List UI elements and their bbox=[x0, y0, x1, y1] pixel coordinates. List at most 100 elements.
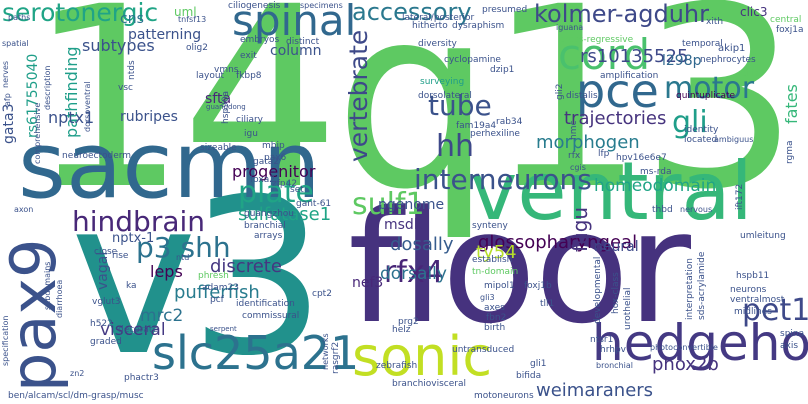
word: nptx1 bbox=[48, 108, 95, 127]
word: hspb11 bbox=[736, 271, 770, 281]
word: hindbrain bbox=[72, 205, 206, 238]
word: cyclopamine bbox=[444, 55, 501, 65]
word: afp bbox=[3, 93, 12, 106]
word: set bbox=[290, 185, 304, 195]
word: serpent bbox=[210, 325, 237, 333]
word: motoneurons bbox=[474, 391, 534, 401]
word: ntd bbox=[176, 253, 190, 262]
word: distalis bbox=[566, 91, 598, 101]
word: cilia bbox=[742, 69, 760, 79]
word: morphogen bbox=[536, 132, 640, 153]
word: rubripes bbox=[120, 109, 178, 125]
word: gata3 bbox=[1, 103, 17, 144]
word: hpv16e6e7 bbox=[616, 153, 667, 163]
word: helz bbox=[392, 325, 411, 335]
word: guangdong bbox=[206, 103, 246, 111]
word: rab34 bbox=[496, 117, 523, 127]
word: distinct bbox=[286, 37, 320, 47]
word: pet1 bbox=[742, 293, 808, 328]
word: subtypes bbox=[82, 36, 155, 55]
word: plate bbox=[238, 175, 314, 210]
word: networks bbox=[321, 333, 330, 370]
word: bifida bbox=[516, 371, 542, 381]
word: phresh bbox=[198, 271, 229, 281]
word: l298p bbox=[662, 53, 702, 69]
word: lfp bbox=[598, 149, 610, 159]
word: birth bbox=[484, 323, 506, 333]
word: vsc bbox=[118, 83, 133, 93]
word: sds-acrylamide bbox=[697, 251, 707, 320]
word: temporal bbox=[682, 39, 723, 49]
word: rs10135525 bbox=[580, 46, 689, 67]
word: zn2 bbox=[70, 369, 85, 378]
word: gant-61 bbox=[296, 199, 332, 209]
word: axes bbox=[484, 303, 505, 313]
word: fates bbox=[782, 84, 801, 124]
word: sacmn bbox=[18, 112, 321, 219]
word: msdk bbox=[384, 217, 422, 233]
word: vertebrate bbox=[344, 29, 373, 162]
word: gli bbox=[672, 105, 708, 140]
word: sulfatase1 bbox=[238, 204, 332, 225]
word: phox2b bbox=[652, 354, 719, 375]
word: fbn2 bbox=[486, 313, 507, 323]
word: rgma bbox=[785, 140, 795, 164]
word: located bbox=[684, 135, 718, 145]
word: tube bbox=[428, 89, 492, 122]
word: akip1 bbox=[718, 43, 746, 54]
word: ventralmost bbox=[730, 295, 785, 305]
word: dzip1 bbox=[490, 65, 515, 75]
word: discrete bbox=[210, 256, 282, 277]
word: column bbox=[270, 43, 322, 59]
word: uml bbox=[174, 5, 197, 19]
word: ciliogenesis bbox=[228, 1, 281, 11]
word: branchiovisceral bbox=[392, 379, 467, 389]
word: identity bbox=[684, 125, 719, 135]
word: tnfsf13 bbox=[178, 15, 207, 24]
word: pce bbox=[576, 64, 659, 118]
word: v3 bbox=[70, 152, 326, 403]
word: spina bbox=[780, 329, 805, 339]
word: central bbox=[770, 15, 802, 25]
word: pgenome bbox=[378, 197, 445, 213]
word: untransduced bbox=[452, 345, 515, 355]
word: surveying bbox=[420, 77, 465, 87]
word: rise bbox=[112, 251, 129, 261]
word: ben/alcam/scl/dm-grasp/musc bbox=[8, 391, 144, 401]
word: establish bbox=[472, 255, 513, 265]
word: cord bbox=[558, 30, 650, 79]
word: ntds bbox=[127, 60, 137, 80]
word: umleitung bbox=[740, 231, 786, 241]
word: sfta bbox=[205, 91, 232, 107]
word: arrays bbox=[254, 231, 283, 241]
word: accessory bbox=[352, 0, 472, 26]
word: gli1 bbox=[530, 359, 547, 369]
word: perhexiline bbox=[470, 129, 520, 139]
word: diversity bbox=[418, 39, 457, 49]
word: interneurons bbox=[414, 163, 592, 196]
word: neural bbox=[594, 239, 639, 255]
word: rfx bbox=[568, 151, 581, 161]
word: tn-domain bbox=[472, 267, 519, 277]
word: layout bbox=[196, 71, 225, 81]
word: sizeable bbox=[200, 143, 237, 153]
word: iguana bbox=[556, 23, 584, 32]
word: zebrafish bbox=[376, 361, 418, 371]
word: dorsolateral bbox=[418, 91, 472, 101]
word: h522 bbox=[90, 319, 113, 329]
word: nervous bbox=[680, 205, 713, 214]
word: tll1 bbox=[540, 299, 555, 309]
word: mbip bbox=[262, 141, 285, 151]
word: pcf bbox=[210, 295, 224, 305]
word: branchial bbox=[244, 221, 286, 231]
word: cross-regressive bbox=[560, 35, 634, 45]
word: fugu bbox=[568, 206, 592, 252]
word: graded bbox=[90, 337, 122, 347]
word: diarrhoea bbox=[55, 279, 64, 318]
word: bronchial bbox=[596, 361, 633, 370]
word: presumed bbox=[482, 5, 528, 15]
word: pufferfish bbox=[174, 282, 260, 303]
word: clic3 bbox=[740, 5, 768, 19]
word: axis bbox=[780, 341, 799, 351]
